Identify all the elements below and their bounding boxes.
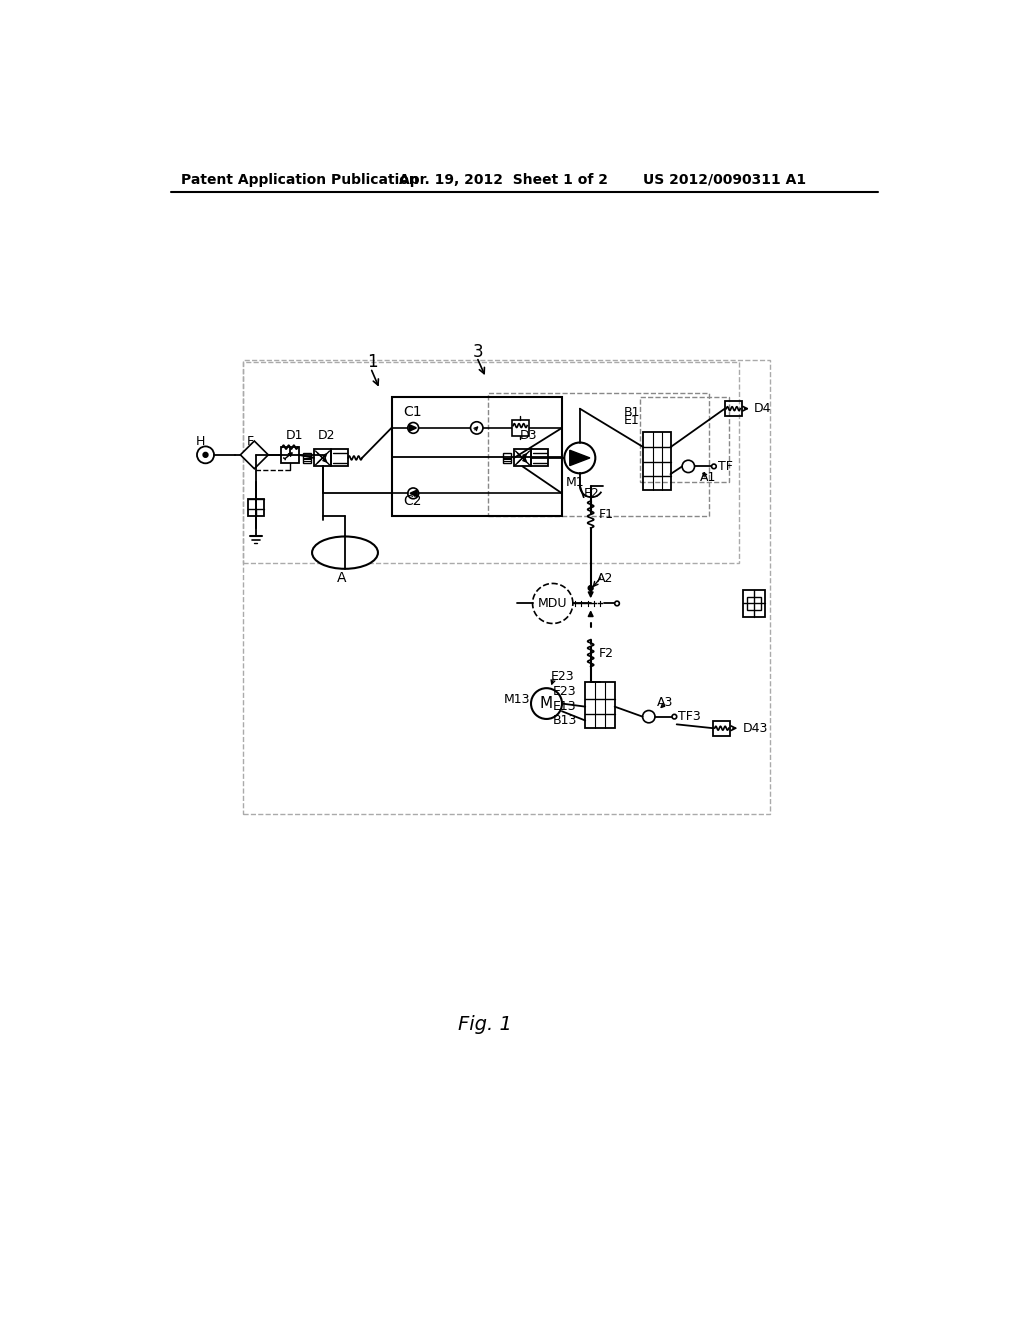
Bar (586, 682, 614, 729)
Text: Patent Application Publication: Patent Application Publication (180, 173, 419, 187)
Bar (640, 397, 729, 482)
Bar (514, 449, 531, 466)
Text: US 2012/0090311 A1: US 2012/0090311 A1 (643, 173, 807, 187)
Text: D43: D43 (742, 722, 768, 735)
Bar (713, 721, 730, 737)
Text: B13: B13 (553, 714, 578, 727)
Circle shape (564, 442, 595, 474)
Text: A: A (337, 572, 347, 585)
Text: D4: D4 (755, 403, 772, 416)
Text: F1: F1 (598, 508, 613, 521)
Bar (248, 499, 263, 516)
Text: E23: E23 (550, 671, 574, 684)
Circle shape (408, 488, 419, 499)
Text: C1: C1 (403, 405, 422, 420)
Text: D2: D2 (317, 429, 336, 442)
Circle shape (712, 465, 716, 469)
Text: 1: 1 (367, 354, 377, 371)
Bar (391, 397, 562, 516)
Text: F: F (247, 436, 254, 449)
Text: Fig. 1: Fig. 1 (458, 1015, 511, 1034)
Text: D1: D1 (286, 429, 303, 442)
Ellipse shape (312, 536, 378, 569)
Bar (331, 449, 348, 466)
Circle shape (682, 461, 694, 473)
Circle shape (203, 453, 208, 457)
Bar (503, 453, 511, 462)
Text: F2: F2 (598, 647, 613, 660)
Circle shape (197, 446, 214, 463)
Polygon shape (241, 441, 268, 469)
Text: H: H (196, 436, 205, 449)
Bar (743, 590, 765, 618)
Bar (488, 393, 710, 516)
Bar (314, 449, 331, 466)
Text: C2: C2 (403, 494, 422, 508)
Circle shape (672, 714, 677, 719)
Bar (243, 360, 770, 814)
Text: E13: E13 (553, 700, 577, 713)
Bar (643, 432, 671, 490)
Polygon shape (569, 450, 590, 466)
Bar (725, 401, 741, 416)
Text: M: M (540, 696, 553, 711)
Text: MDU: MDU (538, 597, 567, 610)
Polygon shape (410, 490, 417, 496)
Text: E23: E23 (553, 685, 577, 698)
Circle shape (643, 710, 655, 723)
Bar (748, 597, 761, 610)
Text: E1: E1 (624, 413, 640, 426)
Bar (243, 363, 738, 562)
Text: B1: B1 (624, 407, 640, 418)
Bar (282, 447, 299, 462)
Text: M13: M13 (504, 693, 530, 706)
Text: A1: A1 (700, 471, 717, 484)
Bar (512, 420, 528, 436)
Text: Apr. 19, 2012  Sheet 1 of 2: Apr. 19, 2012 Sheet 1 of 2 (399, 173, 608, 187)
Text: D3: D3 (520, 429, 538, 442)
Text: A3: A3 (656, 696, 673, 709)
Text: A2: A2 (597, 572, 613, 585)
Circle shape (614, 601, 620, 606)
Circle shape (589, 586, 593, 590)
Circle shape (531, 688, 562, 719)
Bar (531, 449, 548, 466)
Text: TF: TF (718, 459, 732, 473)
Circle shape (408, 422, 419, 433)
Text: TF3: TF3 (678, 710, 701, 723)
Text: E2: E2 (584, 487, 599, 500)
Polygon shape (410, 425, 417, 430)
Circle shape (471, 422, 483, 434)
Text: M1: M1 (566, 477, 585, 490)
Bar (303, 453, 311, 462)
Text: 3: 3 (473, 343, 483, 362)
